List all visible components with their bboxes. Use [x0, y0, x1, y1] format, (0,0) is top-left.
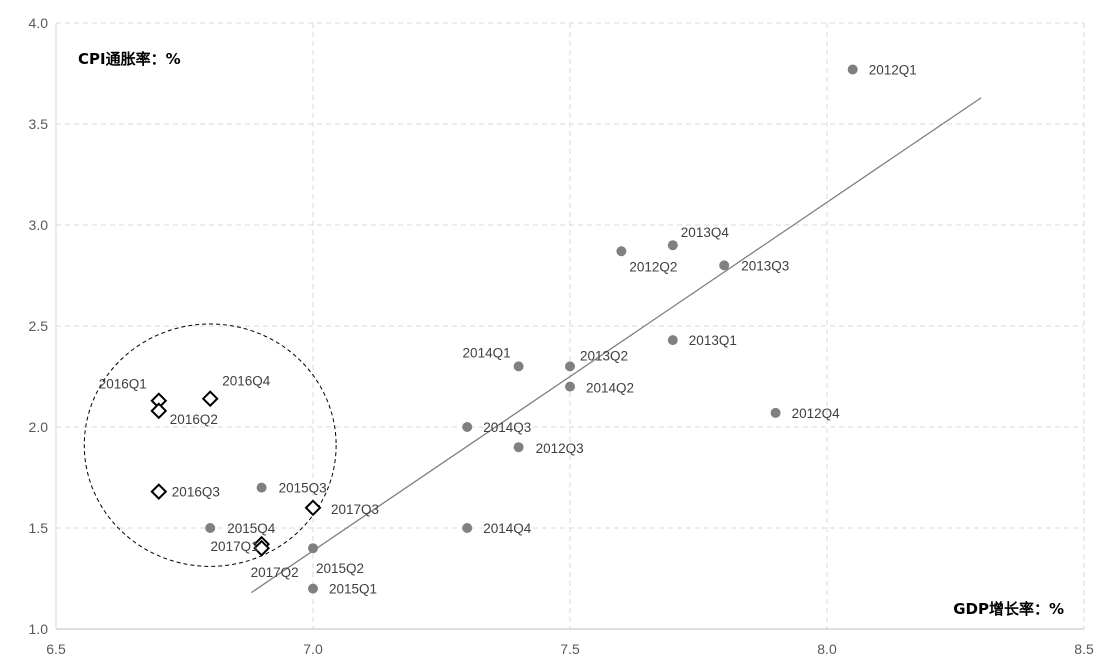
point-label: 2013Q2 — [580, 348, 628, 363]
data-point — [308, 583, 318, 594]
data-point — [565, 381, 575, 392]
data-point — [719, 260, 730, 271]
x-tick-label: 8.5 — [1074, 641, 1094, 657]
data-point-diamond — [304, 499, 322, 517]
y-tick-label: 1.0 — [29, 621, 49, 637]
y-tick-label: 3.0 — [29, 217, 49, 233]
x-tick-label: 6.5 — [46, 641, 66, 657]
data-point — [616, 246, 627, 257]
y-tick-label: 4.0 — [29, 15, 49, 31]
point-label: 2015Q4 — [227, 521, 276, 536]
data-point — [205, 523, 216, 533]
data-point — [308, 543, 318, 554]
data-point — [847, 64, 858, 75]
data-point — [667, 335, 678, 346]
data-point — [462, 422, 473, 432]
data-point — [513, 442, 524, 453]
point-label: 2014Q4 — [483, 521, 532, 536]
data-point — [565, 361, 575, 372]
y-tick-label: 3.5 — [29, 116, 49, 132]
point-label: 2015Q1 — [329, 582, 377, 597]
x-tick-label: 7.0 — [303, 641, 323, 657]
point-label: 2014Q3 — [483, 420, 531, 435]
point-label: 2012Q3 — [536, 441, 584, 456]
point-label: 2017Q1 — [211, 539, 259, 554]
y-tick-label: 2.5 — [29, 318, 49, 334]
data-point — [770, 407, 781, 418]
point-label: 2012Q1 — [869, 62, 917, 77]
point-label: 2012Q2 — [629, 259, 677, 274]
axis-titles: CPI通胀率：% GDP增长率：% — [78, 50, 1064, 618]
point-label: 2016Q1 — [99, 377, 147, 392]
y-axis-title: CPI通胀率：% — [78, 50, 181, 68]
point-label: 2015Q3 — [279, 481, 327, 496]
grid — [55, 22, 1085, 630]
data-point — [513, 361, 524, 372]
data-point-diamond — [150, 402, 168, 420]
point-label: 2014Q1 — [463, 345, 511, 360]
axes: 1.0 1.5 2.0 2.5 3.0 3.5 4.0 6.5 7.0 7.5 8.0 8.5 — [29, 15, 1094, 657]
data-point — [256, 482, 267, 493]
highlight-circle — [83, 323, 337, 567]
data-point-diamond — [253, 539, 271, 557]
data-point-diamond — [201, 390, 219, 408]
point-label: 2015Q2 — [316, 561, 364, 576]
point-label: 2016Q2 — [170, 412, 218, 427]
point-label: 2013Q4 — [681, 225, 730, 240]
point-label: 2013Q3 — [741, 258, 789, 273]
point-label: 2016Q3 — [172, 485, 220, 500]
trendline-layer — [250, 97, 982, 594]
points-layer — [150, 64, 858, 594]
trendline — [250, 97, 982, 594]
y-tick-label: 1.5 — [29, 520, 49, 536]
point-label: 2012Q4 — [792, 406, 841, 421]
point-label: 2013Q1 — [689, 333, 737, 348]
x-tick-label: 8.0 — [817, 641, 837, 657]
x-tick-label: 7.5 — [560, 641, 580, 657]
point-label: 2017Q2 — [251, 565, 299, 580]
data-point — [462, 523, 473, 533]
data-point — [667, 240, 678, 251]
data-point-diamond — [150, 483, 168, 501]
highlight-circle-layer — [83, 323, 337, 567]
point-label: 2016Q4 — [222, 374, 271, 389]
x-axis-title: GDP增长率：% — [953, 600, 1064, 618]
point-labels-layer: 2012Q1 2012Q2 2012Q3 2012Q4 2013Q1 2013Q2 2013… — [99, 62, 917, 596]
y-tick-label: 2.0 — [29, 419, 49, 435]
point-label: 2014Q2 — [586, 381, 634, 396]
point-label: 2017Q3 — [331, 502, 379, 517]
